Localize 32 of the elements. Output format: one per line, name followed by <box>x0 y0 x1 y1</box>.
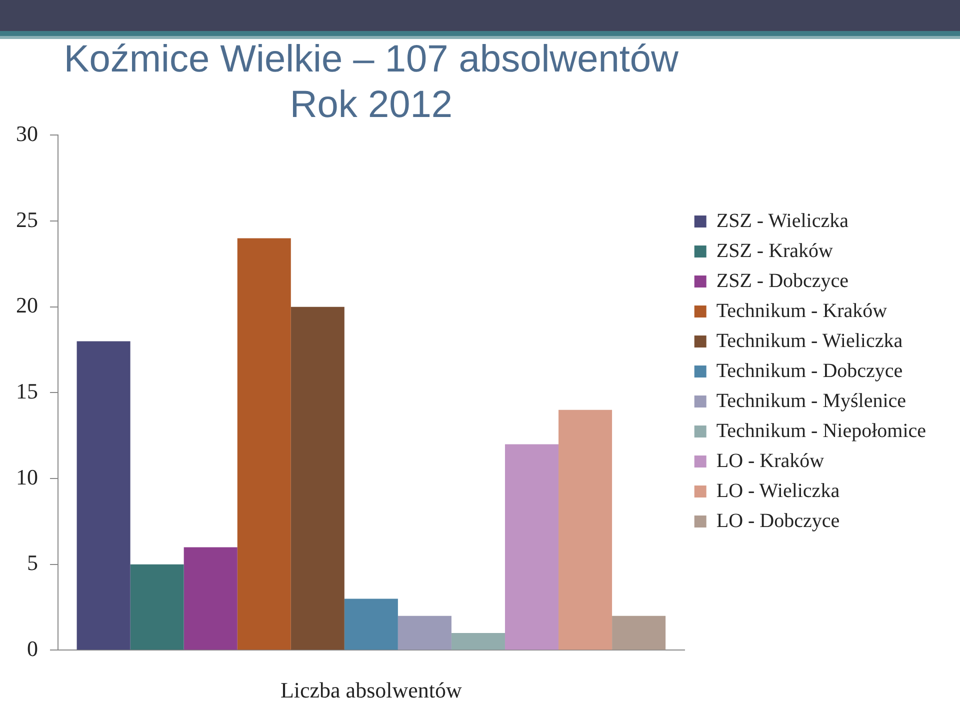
legend-label: Technikum - Dobczyce <box>716 360 903 382</box>
y-tick-label: 10 <box>16 464 38 490</box>
legend-label: Technikum - Myślenice <box>716 390 906 412</box>
legend-label: LO - Kraków <box>716 450 825 472</box>
bar <box>398 616 452 650</box>
legend-label: Technikum - Wieliczka <box>716 330 903 352</box>
y-tick-label: 25 <box>16 206 38 232</box>
y-tick-label: 20 <box>16 292 38 318</box>
bar <box>237 238 291 650</box>
legend-label: Technikum - Niepołomice <box>716 420 926 442</box>
bar <box>344 598 398 650</box>
bar <box>290 306 344 650</box>
y-tick-label: 30 <box>16 120 38 146</box>
bar <box>76 341 130 650</box>
text: Rok 2012 <box>290 84 453 126</box>
legend-label: ZSZ - Wieliczka <box>716 210 849 232</box>
bar <box>451 633 505 650</box>
x-axis-title: Liczba absolwentów <box>280 678 462 703</box>
bar <box>184 547 238 650</box>
legend-label: Technikum - Kraków <box>716 300 888 322</box>
bar <box>504 444 559 650</box>
bar <box>558 410 612 650</box>
y-tick-label: 0 <box>27 636 38 661</box>
legend-label: ZSZ - Kraków <box>716 240 834 262</box>
text: Koźmice Wielkie – 107 absolwentów <box>64 38 678 80</box>
bar <box>130 564 184 650</box>
y-tick-label: 15 <box>16 378 38 404</box>
legend-label: ZSZ - Dobczyce <box>716 270 849 292</box>
y-tick-label: 5 <box>27 550 38 576</box>
legend-label: LO - Wieliczka <box>716 480 840 502</box>
bar <box>612 616 666 650</box>
legend-label: LO - Dobczyce <box>716 510 840 532</box>
